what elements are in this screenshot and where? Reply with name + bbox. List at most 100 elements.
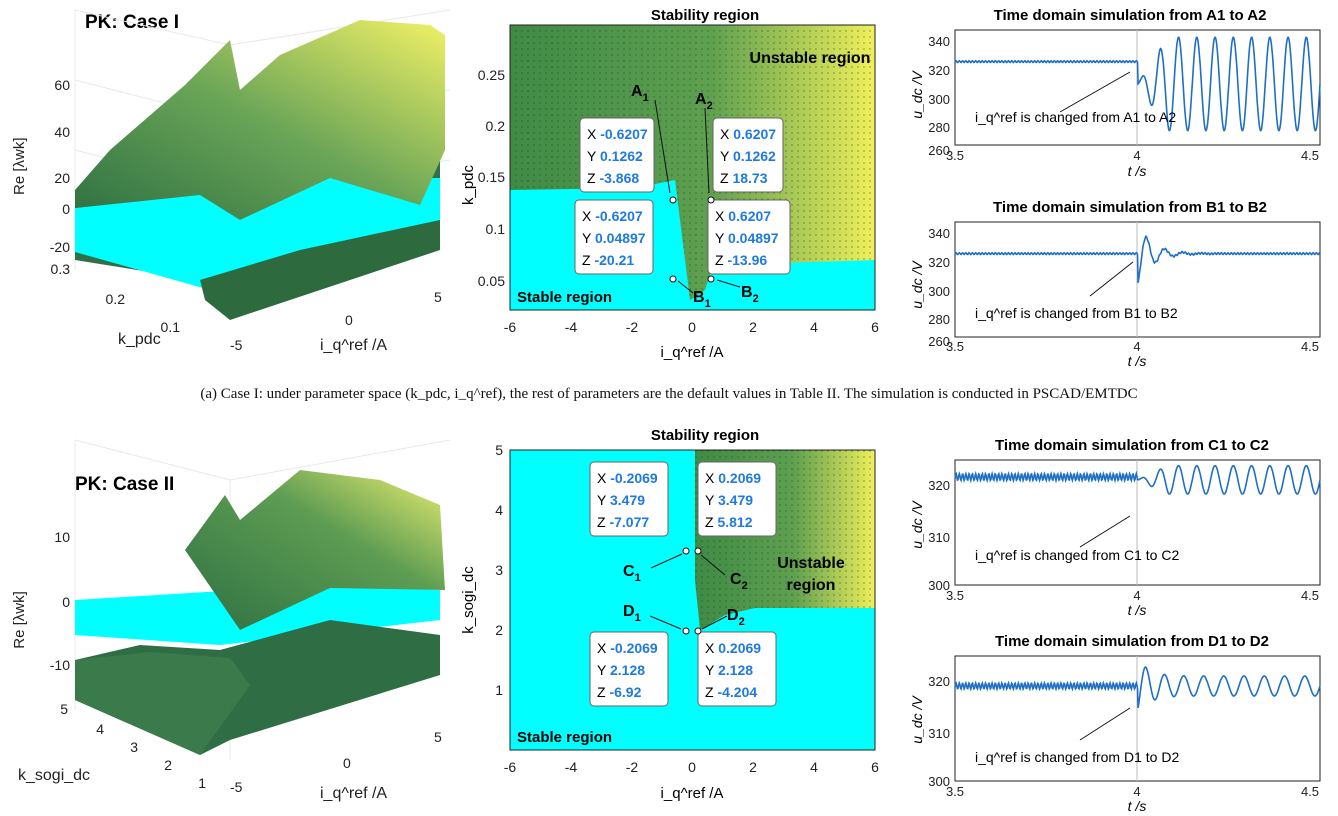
case1-datatip-A2[interactable]: X 0.6207 Y 0.1262 Z 18.73 <box>712 117 784 193</box>
case2-sim1-annotation: i_q^ref is changed from C1 to C2 <box>975 547 1179 563</box>
case1-datatip-B1[interactable]: X -0.6207 Y 0.04897 Z -20.21 <box>574 199 654 275</box>
case2-point-C2[interactable] <box>694 547 702 555</box>
case1-surface-xlabel: k_pdc <box>118 331 161 348</box>
case2-sim2-ytick: 300 <box>928 774 950 789</box>
case2-region-plot: Stability region Unstable region Stable … <box>460 427 879 802</box>
case1-sim2-ytick: 280 <box>928 312 950 327</box>
svg-text:Y 3.479: Y 3.479 <box>705 492 753 508</box>
case2-sim1-ytick: 320 <box>928 478 950 493</box>
svg-text:Z -7.077: Z -7.077 <box>597 514 649 530</box>
case1-sim2-xlabel: t /s <box>1128 353 1147 369</box>
case1-sim2-xtick: 4 <box>1133 339 1140 354</box>
case2-sim1-xtick: 3.5 <box>946 588 964 603</box>
svg-text:X 0.2069: X 0.2069 <box>705 470 761 486</box>
case2-region-ytick: 5 <box>495 442 503 458</box>
case1-surface-ztick: 20 <box>54 170 70 186</box>
svg-text:Y 0.04897: Y 0.04897 <box>582 230 646 246</box>
case2-sim2-ytick: 320 <box>928 674 950 689</box>
svg-text:X 0.6207: X 0.6207 <box>720 126 776 142</box>
svg-text:Y 2.128: Y 2.128 <box>597 662 645 678</box>
case2-surface-xtick: 4 <box>96 721 104 737</box>
case1-surface-ylabel: i_q^ref /A <box>320 337 387 354</box>
case1-surface-xtick: 0.3 <box>51 261 71 277</box>
case1-region-xtick: 6 <box>871 319 879 335</box>
case1-surface-zlabel: Re [λwk] <box>11 137 28 195</box>
case2-sim1-xlabel: t /s <box>1128 602 1147 618</box>
svg-text:Z -4.204: Z -4.204 <box>705 684 757 700</box>
case2-sim2-trace <box>954 666 1321 709</box>
case2-surface-xtick: 3 <box>130 739 138 755</box>
case2-sim1-trace <box>954 465 1321 495</box>
case2-region-ytick: 4 <box>495 502 503 518</box>
svg-text:Z 18.73: Z 18.73 <box>720 170 768 186</box>
case1-region-ytick: 0.1 <box>486 221 506 237</box>
case1-region-title: Stability region <box>651 7 759 24</box>
svg-text:X -0.2069: X -0.2069 <box>597 640 658 656</box>
case1-sim2-ylabel: u_dc /V <box>909 260 925 309</box>
case2-datatip-C2[interactable]: X 0.2069 Y 3.479 Z 5.812 <box>697 461 777 537</box>
case1-region-xlabel: i_q^ref /A <box>661 344 724 361</box>
case1-region-xtick: -6 <box>504 319 517 335</box>
case2-sim1-title: Time domain simulation from C1 to C2 <box>995 437 1269 454</box>
case2-sim1-ytick: 310 <box>928 530 950 545</box>
svg-text:Y 2.128: Y 2.128 <box>705 662 753 678</box>
case1-surface <box>75 20 445 220</box>
case2-point-D2[interactable] <box>694 627 702 635</box>
case2-region-xtick: -2 <box>626 759 639 775</box>
case2-unstable-label: Unstable <box>777 555 845 572</box>
case1-datatip-A1[interactable]: X -0.6207 Y 0.1262 Z -3.868 <box>579 117 655 193</box>
case1-sim2-ytick: 300 <box>928 284 950 299</box>
case2-stable-label: Stable region <box>517 729 612 746</box>
case1-region-xtick: -2 <box>626 319 639 335</box>
case1-surface-ztick: 40 <box>54 124 70 140</box>
case1-sim2-xtick: 4.5 <box>1301 339 1319 354</box>
case2-region-ylabel: k_sogi_dc <box>460 566 477 634</box>
case2-point-D1[interactable] <box>682 627 690 635</box>
case1-sim1-ylabel: u_dc /V <box>909 70 925 119</box>
case2-surface-title: PK: Case II <box>75 474 174 495</box>
caption-a: (a) Case I: under parameter space (k_pdc… <box>200 386 1138 402</box>
case2-datatip-C1[interactable]: X -0.2069 Y 3.479 Z -7.077 <box>589 461 669 537</box>
case1-datatip-B2[interactable]: X 0.6207 Y 0.04897 Z -13.96 <box>707 199 791 275</box>
case2-region-xtick: 4 <box>810 759 818 775</box>
case2-surface <box>185 470 445 630</box>
case1-sim1-ytick: 260 <box>928 143 950 158</box>
case1-point-A2[interactable] <box>707 196 715 204</box>
case2-datatip-D1[interactable]: X -0.2069 Y 2.128 Z -6.92 <box>589 631 669 707</box>
case1-sim1-xtick: 4.5 <box>1301 148 1319 163</box>
svg-text:X 0.2069: X 0.2069 <box>705 640 761 656</box>
case2-unstable-label: region <box>787 577 836 594</box>
case2-sim1-ylabel: u_dc /V <box>909 500 925 549</box>
case1-region-ytick: 0.15 <box>478 169 505 185</box>
case2-sim1-ytick: 300 <box>928 578 950 593</box>
svg-text:Z -20.21: Z -20.21 <box>582 252 634 268</box>
case2-surface-xtick: 2 <box>164 757 172 773</box>
case1-surface-plot: PK: Case I 60 40 20 0 -20 Re [λwk] 0.3 0… <box>11 9 451 354</box>
svg-text:X 0.6207: X 0.6207 <box>715 208 771 224</box>
case1-sim-plots: Time domain simulation from A1 to A2 340… <box>909 7 1321 369</box>
case1-point-A1[interactable] <box>669 196 677 204</box>
case1-unstable-label: Unstable region <box>750 50 871 67</box>
case1-point-B2[interactable] <box>707 275 715 283</box>
case1-region-xtick: 2 <box>749 319 757 335</box>
case2-surface-zlabel: Re [λwk] <box>11 591 28 649</box>
case2-datatip-D2[interactable]: X 0.2069 Y 2.128 Z -4.204 <box>697 631 777 707</box>
case1-region-xtick: 0 <box>688 319 696 335</box>
case2-region-ytick: 3 <box>495 562 503 578</box>
case2-region-xtick: -4 <box>565 759 578 775</box>
case2-sim-plots: Time domain simulation from C1 to C2 320… <box>909 437 1321 814</box>
case2-region-ytick: 2 <box>495 622 503 638</box>
case1-sim1-xtick: 3.5 <box>946 148 964 163</box>
case1-sim2-xtick: 3.5 <box>946 339 964 354</box>
case2-sim2-ylabel: u_dc /V <box>909 695 925 744</box>
case2-surface-ztick: 0 <box>62 594 70 610</box>
case2-surface-ylabel: i_q^ref /A <box>320 785 387 802</box>
case1-point-B1[interactable] <box>669 275 677 283</box>
case2-region-xtick: 6 <box>871 759 879 775</box>
case2-surface-ztick: 10 <box>54 529 70 545</box>
case2-sim2-xtick: 4.5 <box>1301 784 1319 799</box>
case2-point-C1[interactable] <box>682 547 690 555</box>
case1-sim1-title: Time domain simulation from A1 to A2 <box>994 7 1267 24</box>
case1-sim1-trace <box>954 36 1321 132</box>
case2-sim2-xlabel: t /s <box>1128 798 1147 814</box>
